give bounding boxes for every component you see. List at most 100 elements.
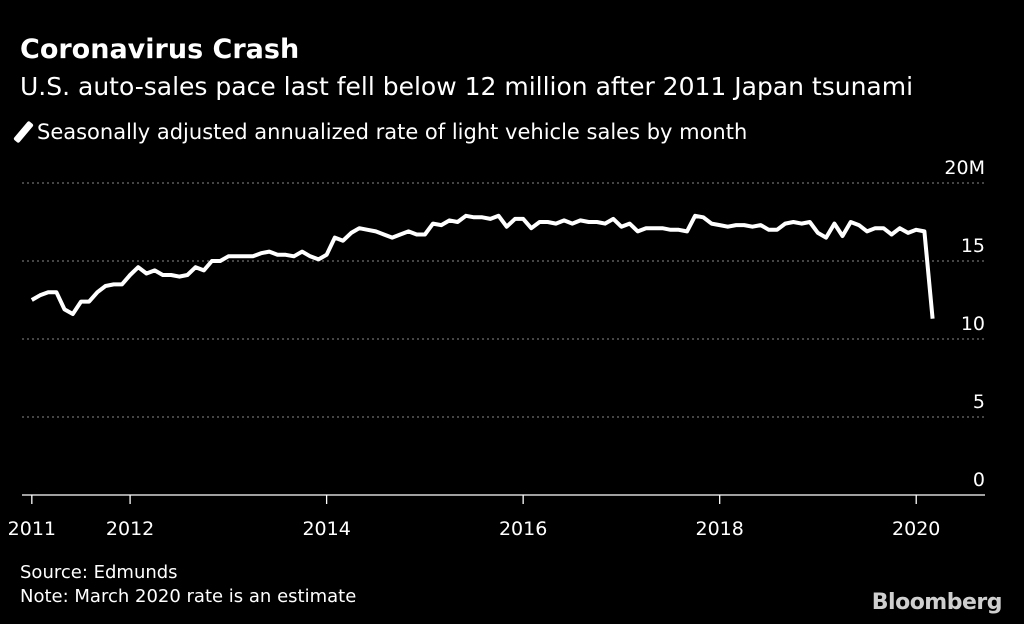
data-point <box>398 233 402 237</box>
data-point <box>71 312 75 316</box>
data-point <box>54 290 58 294</box>
data-point <box>791 220 795 224</box>
data-point <box>161 273 165 277</box>
data-point <box>480 215 484 219</box>
chart-title: Coronavirus Crash <box>20 34 300 65</box>
data-point <box>95 290 99 294</box>
data-point <box>832 222 836 226</box>
data-point <box>710 222 714 226</box>
data-point <box>210 259 214 263</box>
data-point <box>734 223 738 227</box>
data-point <box>439 223 443 227</box>
data-point <box>349 231 353 235</box>
data-point <box>742 223 746 227</box>
x-tick-label: 2020 <box>892 518 940 540</box>
data-point <box>505 225 509 229</box>
data-point <box>169 273 173 277</box>
data-point <box>595 220 599 224</box>
data-point <box>619 225 623 229</box>
data-point <box>570 222 574 226</box>
data-point <box>497 214 501 218</box>
data-point <box>431 222 435 226</box>
data-point <box>423 233 427 237</box>
data-point <box>251 254 255 258</box>
data-point <box>652 226 656 230</box>
data-point <box>841 234 845 238</box>
data-point <box>488 217 492 221</box>
data-point <box>898 226 902 230</box>
data-point <box>136 265 140 269</box>
data-point <box>669 228 673 232</box>
data-point <box>276 253 280 257</box>
data-point <box>816 231 820 235</box>
data-point <box>63 307 67 311</box>
data-point <box>341 239 345 243</box>
data-point <box>914 228 918 232</box>
data-point <box>750 225 754 229</box>
bloomberg-logo: Bloomberg <box>871 590 1003 615</box>
data-point <box>120 282 124 286</box>
data-point <box>628 222 632 226</box>
series-line <box>30 213 935 319</box>
data-point <box>448 218 452 222</box>
data-point <box>267 250 271 254</box>
data-point <box>578 218 582 222</box>
data-point <box>464 214 468 218</box>
data-point <box>333 236 337 240</box>
data-point <box>30 298 34 302</box>
data-point <box>636 229 640 233</box>
data-point <box>292 254 296 258</box>
data-point <box>882 226 886 230</box>
data-point <box>644 226 648 230</box>
y-tick-label: 15 <box>961 235 985 257</box>
x-tick-label: 2011 <box>8 518 56 540</box>
data-point <box>726 225 730 229</box>
data-point <box>685 229 689 233</box>
data-point <box>660 226 664 230</box>
data-point <box>357 226 361 230</box>
legend-label: Seasonally adjusted annualized rate of l… <box>37 120 748 144</box>
source-note: Source: Edmunds <box>20 562 178 583</box>
data-point <box>857 223 861 227</box>
data-point <box>587 220 591 224</box>
data-point <box>300 250 304 254</box>
data-point <box>521 217 525 221</box>
data-point <box>775 228 779 232</box>
data-point <box>226 254 230 258</box>
data-point <box>104 284 108 288</box>
data-point <box>112 282 116 286</box>
data-point <box>218 259 222 263</box>
data-point <box>718 223 722 227</box>
data-point <box>145 272 149 276</box>
x-tick-label: 2016 <box>499 518 547 540</box>
data-point <box>693 214 697 218</box>
data-point <box>701 215 705 219</box>
data-point <box>235 254 239 258</box>
data-point <box>824 236 828 240</box>
x-tick-label: 2012 <box>106 518 154 540</box>
data-point <box>849 220 853 224</box>
y-tick-label: 0 <box>973 469 985 491</box>
data-point <box>284 253 288 257</box>
data-point <box>153 268 157 272</box>
data-point <box>546 220 550 224</box>
data-point <box>931 317 935 321</box>
data-point <box>759 223 763 227</box>
data-point <box>890 233 894 237</box>
data-point <box>562 218 566 222</box>
legend: Seasonally adjusted annualized rate of l… <box>13 120 748 144</box>
data-point <box>873 226 877 230</box>
data-point <box>922 229 926 233</box>
data-point <box>308 254 312 258</box>
data-point <box>767 228 771 232</box>
data-point <box>325 253 329 257</box>
footnote: Note: March 2020 rate is an estimate <box>20 586 357 607</box>
data-point <box>177 275 181 279</box>
y-tick-label: 5 <box>973 391 985 413</box>
y-tick-label: 10 <box>961 313 985 335</box>
data-point <box>538 220 542 224</box>
data-point <box>390 236 394 240</box>
data-point <box>374 229 378 233</box>
x-tick-label: 2014 <box>302 518 350 540</box>
